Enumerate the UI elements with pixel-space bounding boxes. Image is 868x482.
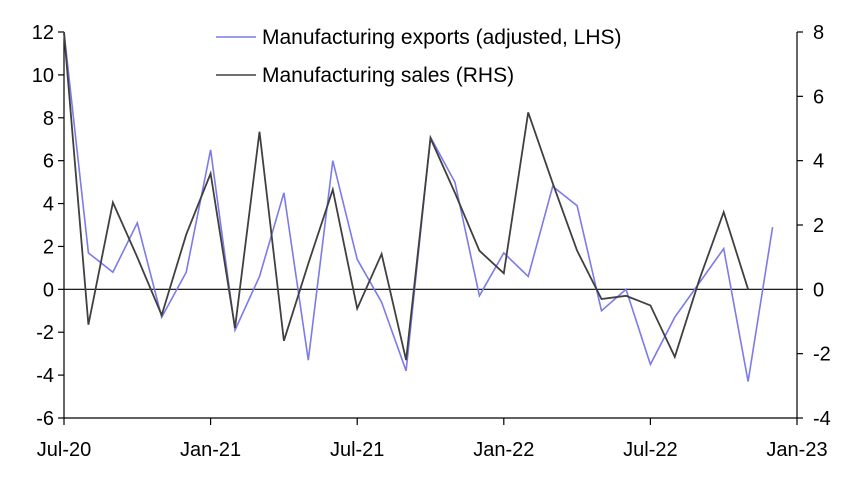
right-tick-label: 0 — [813, 279, 824, 301]
left-tick-label: -6 — [36, 408, 54, 430]
left-tick-label: 0 — [43, 279, 54, 301]
left-tick-label: -4 — [36, 365, 54, 387]
right-tick-label: -4 — [813, 408, 831, 430]
x-tick-label: Jul-21 — [330, 439, 384, 461]
series-layer — [63, 31, 774, 382]
left-tick-label: 10 — [32, 65, 54, 87]
x-tick-label: Jul-22 — [623, 439, 677, 461]
right-tick-label: -2 — [813, 344, 831, 366]
right-tick-label: 2 — [813, 215, 824, 237]
left-tick-label: -2 — [36, 322, 54, 344]
x-tick-label: Jan-21 — [180, 439, 241, 461]
series-line-manufacturing-sales — [63, 31, 749, 361]
legend-label-manufacturing-sales: Manufacturing sales (RHS) — [262, 64, 514, 87]
left-tick-label: 8 — [43, 108, 54, 130]
legend-label-manufacturing-exports: Manufacturing exports (adjusted, LHS) — [262, 26, 622, 49]
right-tick-label: 4 — [813, 151, 824, 173]
left-tick-label: 2 — [43, 236, 54, 258]
right-tick-label: 8 — [813, 22, 824, 44]
left-tick-label: 4 — [43, 194, 54, 216]
right-tick-label: 6 — [813, 86, 824, 108]
legend: Manufacturing exports (adjusted, LHS) Ma… — [216, 26, 622, 87]
left-tick-label: 6 — [43, 151, 54, 173]
left-tick-label: 12 — [32, 22, 54, 44]
x-tick-label: Jan-23 — [766, 439, 827, 461]
x-tick-label: Jul-20 — [37, 439, 91, 461]
x-tick-label: Jan-22 — [473, 439, 534, 461]
axes-layer: -6 -4 -2 0 2 4 6 8 10 12 -4 -2 0 2 4 6 8 Jul-20 Jan-21 Jul-… — [32, 22, 831, 461]
